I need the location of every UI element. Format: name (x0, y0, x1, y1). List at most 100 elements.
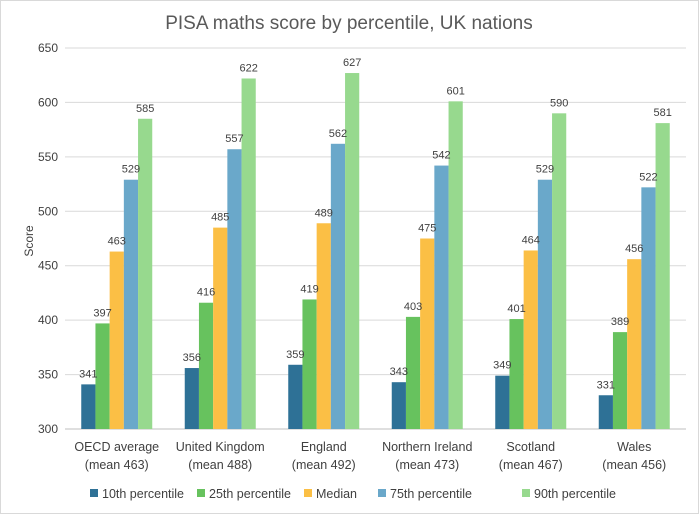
data-label: 529 (536, 164, 554, 176)
y-tick-label: 550 (38, 150, 58, 164)
x-category-label: OECD average (74, 440, 159, 454)
bar (655, 123, 670, 430)
data-label: 581 (653, 107, 671, 119)
data-label: 419 (300, 283, 318, 295)
bar (198, 302, 214, 429)
bar (138, 118, 153, 429)
bar (434, 165, 449, 429)
x-category-label: United Kingdom (176, 440, 265, 454)
bar (523, 250, 538, 429)
y-tick-label: 350 (38, 368, 58, 382)
legend: 10th percentile 25th percentile Median 75th… (90, 487, 616, 501)
legend-label: 75th percentile (390, 487, 472, 501)
data-label: 485 (211, 212, 229, 224)
bar (241, 78, 256, 429)
bar (627, 259, 642, 429)
legend-label: 25th percentile (209, 487, 291, 501)
bar (391, 382, 406, 429)
bar (420, 238, 435, 429)
bar (552, 113, 567, 430)
data-label: 416 (197, 287, 215, 299)
data-label: 542 (432, 150, 450, 162)
bars (81, 73, 670, 430)
bar (448, 101, 463, 429)
bar (495, 375, 510, 429)
bar (109, 251, 124, 429)
data-label: 349 (493, 360, 511, 372)
x-category-label: (mean 463) (85, 458, 149, 472)
bar (612, 332, 628, 429)
bar (598, 395, 613, 429)
gridlines (65, 47, 686, 430)
x-category-label: (mean 492) (292, 458, 356, 472)
legend-swatch (522, 489, 530, 497)
x-category-label: Scotland (506, 440, 555, 454)
bar (123, 179, 139, 429)
y-tick-label: 300 (38, 422, 58, 436)
bar (302, 299, 317, 429)
x-category-label: (mean 467) (499, 458, 563, 472)
x-axis-categories: OECD average (mean 463) United Kingdom (mea… (74, 440, 666, 472)
bar (345, 73, 360, 429)
data-label: 557 (225, 133, 243, 145)
y-tick-label: 600 (38, 95, 58, 109)
data-label: 389 (611, 316, 629, 328)
legend-swatch (90, 489, 98, 497)
y-axis-label: Score (22, 225, 36, 257)
bar (405, 316, 421, 429)
y-axis-ticks: 300 350 400 450 500 550 600 650 (38, 41, 58, 436)
bar (227, 149, 242, 430)
legend-label: 90th percentile (534, 487, 616, 501)
chart-title: PISA maths score by percentile, UK natio… (165, 13, 533, 34)
y-tick-label: 500 (38, 204, 58, 218)
bar (641, 187, 656, 429)
x-category-label: England (301, 440, 347, 454)
x-category-label: Wales (617, 440, 651, 454)
data-label: 463 (108, 236, 126, 248)
data-label: 456 (625, 243, 643, 255)
legend-label: 10th percentile (102, 487, 184, 501)
y-tick-label: 450 (38, 259, 58, 273)
data-labels: 341 397 463 529 585 356 416 485 557 622 359 419 489 5… (79, 57, 672, 391)
bar (509, 319, 524, 429)
data-label: 359 (286, 349, 304, 361)
data-label: 397 (93, 307, 111, 319)
data-label: 401 (507, 303, 525, 315)
x-category-label: Northern Ireland (382, 440, 472, 454)
data-label: 464 (522, 234, 540, 246)
y-tick-label: 400 (38, 313, 58, 327)
data-label: 343 (390, 366, 408, 378)
data-label: 341 (79, 368, 97, 380)
data-label: 601 (446, 85, 464, 97)
x-category-label: (mean 488) (188, 458, 252, 472)
legend-swatch (378, 489, 386, 497)
x-category-label: (mean 456) (602, 458, 666, 472)
legend-label: Median (316, 487, 357, 501)
data-label: 622 (239, 62, 257, 74)
data-label: 627 (343, 57, 361, 69)
bar (288, 364, 303, 429)
bar (184, 368, 199, 429)
data-label: 562 (329, 128, 347, 140)
data-label: 356 (183, 352, 201, 364)
y-tick-label: 650 (38, 41, 58, 55)
bar (330, 143, 346, 429)
data-label: 529 (122, 164, 140, 176)
data-label: 585 (136, 103, 154, 115)
data-label: 331 (597, 379, 615, 391)
bar (81, 384, 96, 429)
legend-swatch (197, 489, 205, 497)
x-category-label: (mean 473) (395, 458, 459, 472)
data-label: 475 (418, 223, 436, 235)
bar (316, 223, 331, 429)
bar (95, 323, 110, 429)
data-label: 489 (315, 207, 333, 219)
bar (537, 179, 553, 429)
bar (213, 227, 228, 429)
data-label: 403 (404, 301, 422, 313)
data-label: 522 (639, 171, 657, 183)
legend-swatch (304, 489, 312, 497)
data-label: 590 (550, 97, 568, 109)
